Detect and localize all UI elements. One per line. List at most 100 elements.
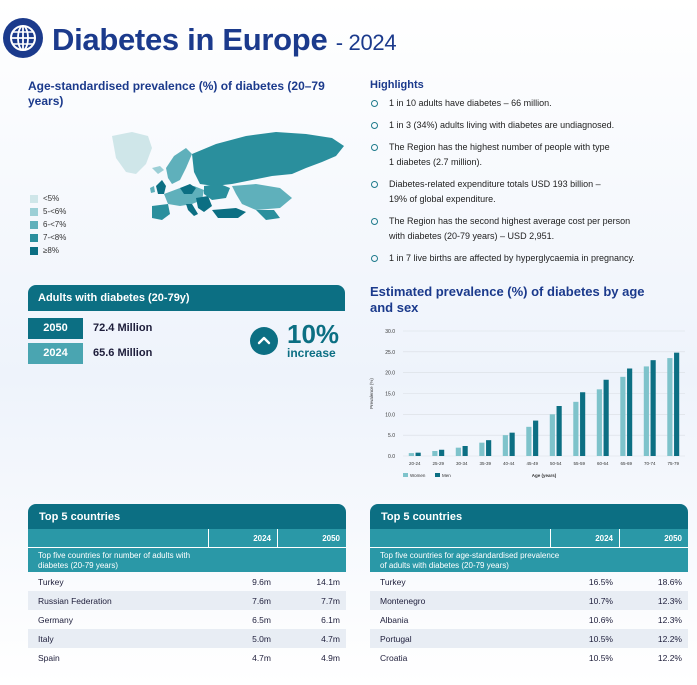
bar-women [596, 389, 602, 456]
legend-label: 7-<8% [43, 233, 67, 242]
legend-item: 6-<7% [30, 218, 66, 231]
country-cell: Italy [38, 633, 54, 644]
change-percent: 10% [287, 319, 340, 349]
table-subtitle-line: diabetes (20-79 years) [38, 561, 119, 570]
table-heading: Top 5 countries [370, 504, 688, 529]
country-cell: Montenegro [380, 595, 426, 606]
bar-women [408, 453, 414, 456]
highlight-text: The Region has the second highest averag… [389, 216, 631, 226]
adults-card-heading: Adults with diabetes (20-79y) [28, 285, 345, 311]
highlight-item: Diabetes-related expenditure totals USD … [370, 177, 690, 207]
x-tick-label: 55-59 [573, 461, 585, 466]
table-row: Turkey 9.6m 14.1m [28, 572, 346, 591]
bullet-icon [371, 144, 378, 151]
table-row: Russian Federation 7.6m 7.7m [28, 591, 346, 610]
bar-men [462, 446, 468, 456]
adults-row-2050: 2050 72.4 Million [28, 318, 152, 339]
legend-label-women: Women [410, 473, 426, 478]
table-subtitle-line: of adults with diabetes (20-79 years) [380, 561, 509, 570]
x-tick-label: 25-29 [432, 461, 444, 466]
prevalence-chart: 0.0 5.0 10.0 15.0 20.0 25.0 30.0 Prevalence (%)… [369, 329, 685, 478]
table-column-header: 2024 2050 [370, 529, 688, 547]
bar-men [509, 432, 515, 456]
x-tick-label: 75-79 [667, 461, 679, 466]
table-subtitle-line: Top five countries for number of adults … [38, 551, 191, 560]
bar-women [455, 447, 461, 456]
table-row: Portugal 10.5% 12.2% [370, 629, 688, 648]
page-title: Diabetes in Europe - 2024 [52, 22, 397, 58]
legend-swatch-women [403, 473, 408, 477]
value-cell: 5.0m [252, 633, 271, 644]
x-tick-label: 20-24 [409, 461, 421, 466]
bullet-icon [371, 181, 378, 188]
legend-swatch [30, 194, 38, 203]
bar-women [479, 442, 485, 456]
legend-swatch [30, 220, 38, 229]
bar-men [533, 420, 539, 456]
highlight-item: 1 in 3 (34%) adults living with diabetes… [370, 118, 690, 133]
value-cell: 6.1m [321, 614, 340, 625]
value-cell: 10.7% [588, 595, 613, 606]
change-label: increase [287, 346, 336, 360]
bar-men [439, 449, 445, 456]
table-row: Italy 5.0m 4.7m [28, 629, 346, 648]
legend-label: <5% [43, 194, 60, 203]
adults-value: 65.6 Million [93, 347, 153, 359]
value-cell: 12.2% [657, 633, 682, 644]
table-row: Spain 4.7m 4.9m [28, 648, 346, 667]
bar-women [549, 414, 555, 456]
value-cell: 6.5m [252, 614, 271, 625]
table-subtitle-line: Top five countries for age-standardised … [380, 551, 560, 560]
x-tick-label: 30-34 [456, 461, 468, 466]
bar-women [573, 401, 579, 456]
legend-label: 5-<6% [43, 207, 67, 216]
country-cell: Turkey [380, 576, 406, 587]
highlight-text: 1 diabetes (2.7 million). [389, 157, 483, 167]
country-cell: Croatia [380, 652, 408, 663]
table-subtitle: Top five countries for age-standardised … [370, 547, 688, 572]
legend-item: 7-<8% [30, 231, 66, 244]
value-cell: 9.6m [252, 576, 271, 587]
map-heading: Age-standardised prevalence (%) of diabe… [28, 79, 325, 108]
value-cell: 12.2% [657, 652, 682, 663]
country-cell: Russian Federation [38, 595, 112, 606]
y-tick-label: 25.0 [385, 350, 395, 356]
bar-women [667, 358, 673, 456]
bar-women [432, 451, 438, 456]
legend-label: 6-<7% [43, 220, 67, 229]
europe-map [96, 128, 346, 233]
x-tick-label: 45-49 [526, 461, 538, 466]
page-title-text: Diabetes in Europe [52, 22, 328, 57]
x-tick-label: 40-44 [503, 461, 515, 466]
y-tick-label: 20.0 [385, 371, 395, 377]
highlight-text: Diabetes-related expenditure totals USD … [389, 179, 601, 189]
y-tick-label: 15.0 [385, 392, 395, 398]
legend-swatch [30, 207, 38, 216]
value-cell: 7.6m [252, 595, 271, 606]
value-cell: 12.3% [657, 595, 682, 606]
bar-women [526, 426, 532, 456]
bar-women [502, 435, 508, 456]
x-tick-label: 50-54 [550, 461, 562, 466]
y-tick-label: 10.0 [385, 412, 395, 418]
table-row: Croatia 10.5% 12.2% [370, 648, 688, 667]
col-2024-header: 2024 [208, 529, 277, 547]
country-cell: Portugal [380, 633, 412, 644]
highlights-heading: Highlights [370, 79, 424, 91]
year-badge: 2050 [28, 318, 83, 339]
table-row: Albania 10.6% 12.3% [370, 610, 688, 629]
value-cell: 10.5% [588, 652, 613, 663]
legend-swatch [30, 233, 38, 242]
table-top5-number: Top 5 countries 2024 2050 Top five count… [28, 504, 346, 667]
table-row: Germany 6.5m 6.1m [28, 610, 346, 629]
bullet-icon [371, 100, 378, 107]
x-tick-label: 65-69 [620, 461, 632, 466]
table-heading: Top 5 countries [28, 504, 346, 529]
bullet-icon [371, 218, 378, 225]
value-cell: 4.9m [321, 652, 340, 663]
x-axis-label: Age (years) [532, 473, 557, 478]
chart-title: Estimated prevalence (%) of diabetes by … [370, 284, 645, 315]
bullet-icon [371, 255, 378, 262]
bar-men [650, 360, 656, 456]
legend-item: ≥8% [30, 244, 66, 257]
